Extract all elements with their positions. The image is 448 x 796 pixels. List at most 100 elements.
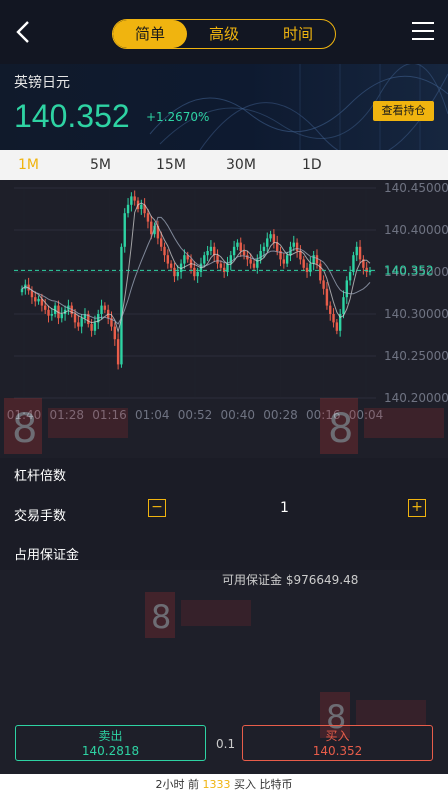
tab-simple[interactable]: 简单	[113, 20, 187, 48]
buy-label: 买入	[325, 729, 350, 743]
candle-body	[322, 280, 325, 289]
candle-body	[239, 242, 242, 251]
ticker-prefix: 2小时 前	[155, 778, 200, 791]
candle-body	[77, 322, 80, 327]
tf-1d[interactable]: 1D	[302, 157, 322, 173]
candle-body	[50, 314, 54, 316]
candle-body	[342, 297, 345, 314]
current-price-label: 140.352	[384, 263, 434, 277]
candle-body	[80, 318, 83, 327]
tf-1m[interactable]: 1M	[18, 157, 39, 173]
candle-body	[266, 238, 269, 247]
candle-body	[332, 314, 335, 323]
candle-body	[126, 204, 130, 214]
order-form: 杠杆倍数 交易手数 − 1 + 占用保证金	[0, 458, 448, 570]
candle-body	[176, 272, 179, 277]
candle-body	[295, 242, 299, 251]
candle-body	[319, 263, 322, 281]
y-tick-label: 140.25000	[384, 349, 448, 363]
candle-body	[352, 255, 355, 272]
candle-body	[153, 225, 156, 235]
candle-body	[30, 290, 34, 298]
candle-body	[156, 225, 160, 239]
candle-body	[219, 263, 223, 268]
candle-body	[110, 318, 113, 327]
candle-body	[256, 259, 259, 268]
top-bar: 简单 高级 时间	[0, 0, 448, 64]
candle-body	[113, 326, 116, 340]
candle-body	[368, 270, 372, 272]
watermark-logo: 8	[4, 398, 134, 462]
candle-body	[160, 238, 163, 247]
candle-body	[249, 259, 252, 264]
candle-body	[90, 324, 93, 331]
candle-body	[183, 255, 186, 264]
x-tick-label: 00:40	[220, 408, 255, 422]
sell-button[interactable]: 卖出 140.2818	[15, 725, 206, 761]
view-positions-button[interactable]: 查看持仓	[373, 101, 434, 121]
candle-body	[73, 314, 77, 323]
candle-body	[40, 298, 44, 306]
tf-30m[interactable]: 30M	[226, 157, 256, 173]
watermark-logo: 8	[320, 692, 448, 746]
candle-body	[169, 263, 173, 268]
candle-body	[358, 246, 362, 260]
candle-body	[232, 246, 236, 256]
current-price: 140.352	[14, 98, 130, 134]
candlestick-chart[interactable]: 140.45000 140.40000 140.35000 140.30000 140.…	[0, 180, 448, 426]
candle-body	[282, 259, 286, 264]
candle-body	[163, 246, 166, 256]
x-tick-label: 00:28	[263, 408, 298, 422]
lots-plus-button[interactable]: +	[408, 499, 426, 517]
menu-icon[interactable]	[412, 22, 434, 42]
candle-body	[272, 234, 276, 243]
timeframe-tabs: 1M 5M 15M 30M 1D	[0, 150, 448, 180]
candle-body	[213, 246, 216, 256]
svg-text:8: 8	[328, 406, 353, 452]
candle-body	[20, 288, 24, 293]
tab-time[interactable]: 时间	[282, 25, 313, 43]
candle-body	[93, 322, 97, 331]
candle-body	[57, 305, 60, 319]
candle-body	[206, 251, 209, 256]
candle-body	[302, 259, 305, 268]
candle-body	[329, 305, 332, 314]
y-tick-label: 140.35000	[384, 265, 448, 279]
tf-15m[interactable]: 15M	[156, 157, 186, 173]
candle-body	[123, 213, 126, 247]
candle-body	[252, 263, 256, 268]
svg-text:8: 8	[12, 406, 37, 452]
tab-advanced[interactable]: 高级	[208, 25, 239, 43]
tf-5m[interactable]: 5M	[90, 157, 111, 173]
buy-button[interactable]: 买入 140.352	[242, 725, 433, 761]
lots-value[interactable]: 1	[280, 500, 289, 516]
x-tick-label: 01:40	[7, 408, 42, 422]
back-arrow-icon[interactable]	[10, 18, 38, 46]
sell-label: 卖出	[98, 729, 123, 743]
candle-body	[196, 272, 199, 277]
candle-body	[47, 309, 50, 316]
svg-text:8: 8	[326, 698, 346, 736]
candle-body	[345, 280, 348, 298]
x-tick-label: 00:52	[178, 408, 213, 422]
margin-label: 占用保证金	[14, 548, 80, 563]
candle-body	[335, 322, 339, 331]
y-tick-label: 140.45000	[384, 181, 448, 195]
candle-body	[292, 242, 295, 247]
leverage-label: 杠杆倍数	[14, 469, 67, 484]
candle-body	[242, 251, 246, 256]
candle-body	[262, 246, 266, 251]
candle-body	[60, 314, 63, 319]
candle-body	[305, 267, 309, 272]
watermark-logo: 8	[145, 592, 275, 646]
candle-body	[150, 221, 153, 235]
x-tick-label: 01:04	[135, 408, 170, 422]
candle-body	[246, 255, 249, 260]
lots-minus-button[interactable]: −	[148, 499, 166, 517]
spread-value: 0.1	[216, 737, 236, 751]
x-tick-label: 00:16	[306, 408, 341, 422]
candle-body	[355, 246, 358, 256]
candle-body	[299, 251, 302, 260]
candle-body	[146, 213, 150, 222]
buy-price: 140.352	[312, 744, 363, 758]
